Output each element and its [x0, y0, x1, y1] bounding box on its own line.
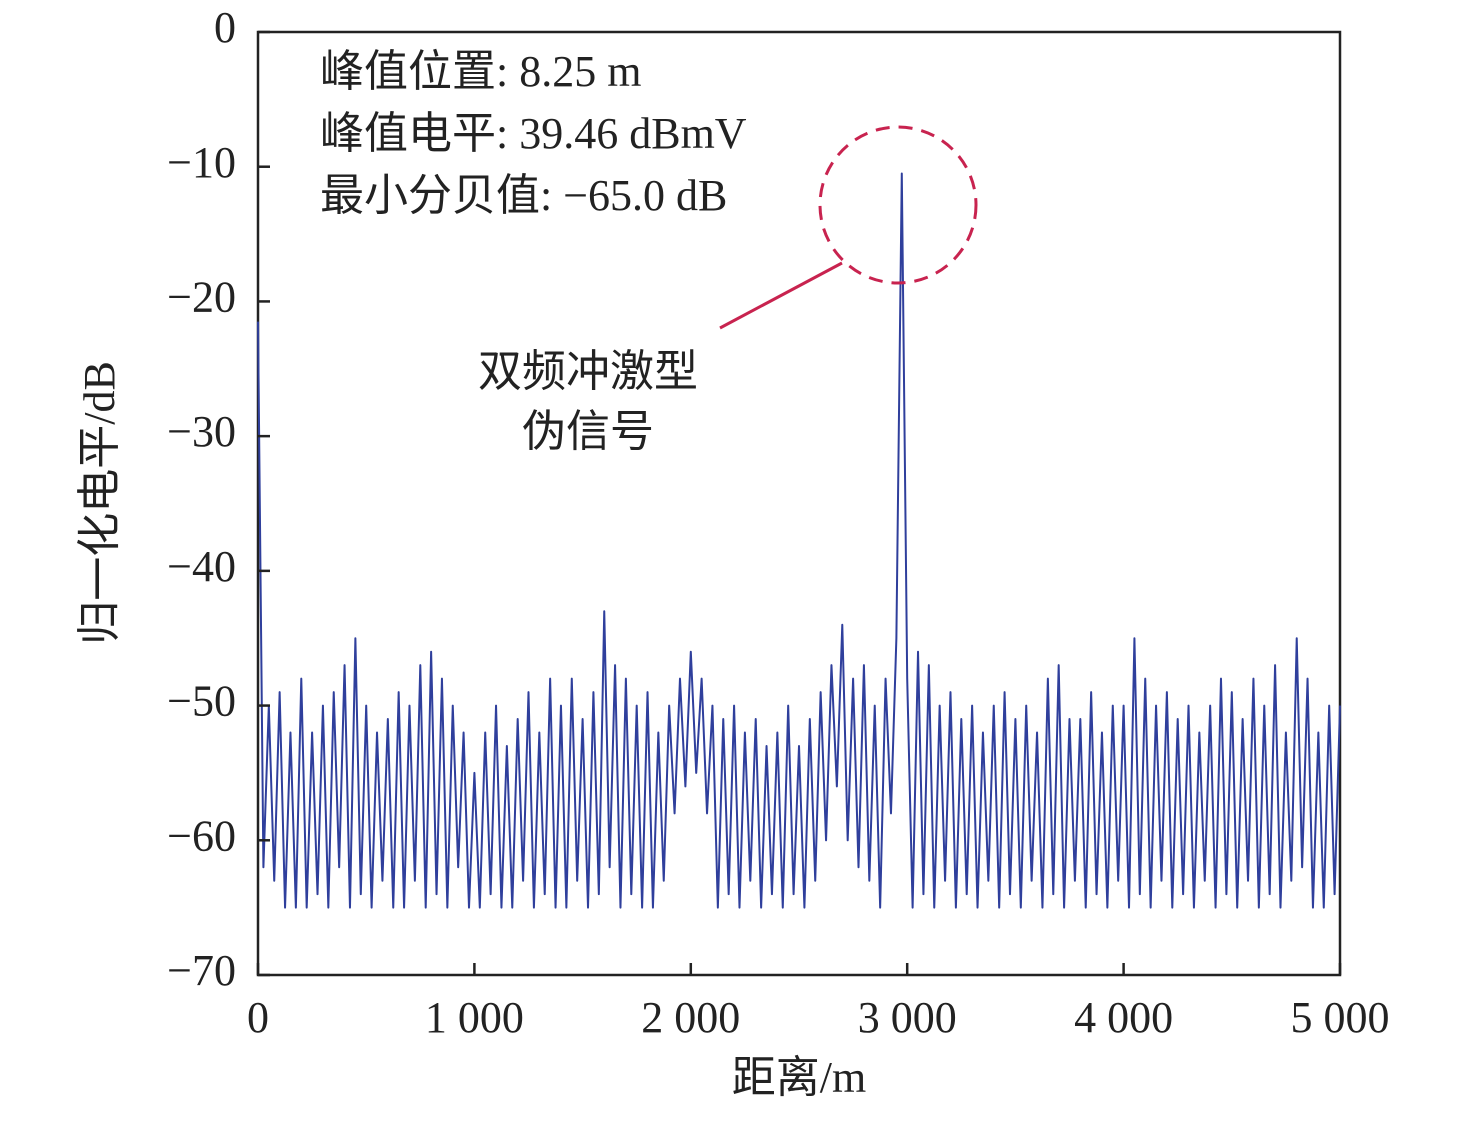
annotation: 最小分贝值: −65.0 dB: [320, 171, 727, 220]
y-tick-label: −20: [167, 273, 236, 322]
x-tick-label: 1 000: [425, 993, 524, 1042]
plot-marks: [257, 172, 1341, 909]
y-tick-label: −70: [167, 946, 236, 995]
annotation: 峰值位置: 8.25 m: [320, 47, 641, 96]
y-axis-label: 归一化电平/dB: [75, 361, 124, 645]
y-tick-label: −40: [167, 542, 236, 591]
data-line: [257, 172, 1341, 909]
plot-frame: [256, 30, 1342, 977]
x-axis-label: 距离/m: [732, 1053, 866, 1102]
x-tick-label: 3 000: [858, 993, 957, 1042]
y-tick-label: −30: [167, 407, 236, 456]
x-tick-label: 2 000: [641, 993, 740, 1042]
highlight-circle: [818, 125, 978, 285]
callout-text: 双频冲激型: [478, 347, 698, 396]
callout-text: 伪信号: [522, 407, 654, 456]
y-tick-label: −10: [167, 138, 236, 187]
x-tick-label: 4 000: [1074, 993, 1173, 1042]
y-tick-label: 0: [214, 3, 236, 52]
y-tick-label: −50: [167, 677, 236, 726]
annotation: 峰值电平: 39.46 dBmV: [320, 109, 747, 158]
x-tick-label: 0: [247, 993, 269, 1042]
x-tick-label: 5 000: [1291, 993, 1390, 1042]
y-tick-label: −60: [167, 811, 236, 860]
callout-line: [719, 261, 843, 330]
